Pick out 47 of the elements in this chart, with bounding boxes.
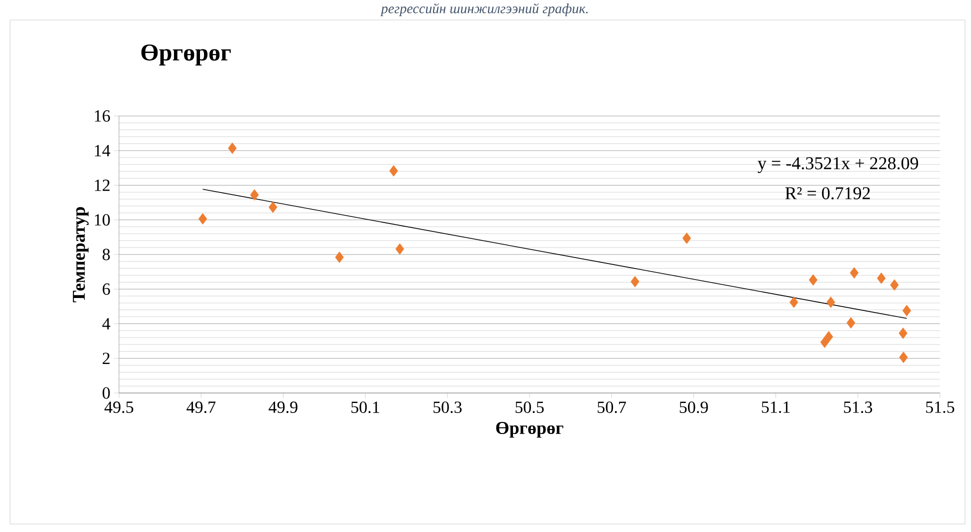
y-tick-label: 0 xyxy=(102,387,110,399)
point xyxy=(850,267,859,279)
point xyxy=(824,331,834,342)
x-axis-title: Өргөрөг xyxy=(496,422,564,438)
x-tick-label: 51.3 xyxy=(844,402,872,414)
point xyxy=(335,252,344,263)
text: регрессийн шинжилгээний график. xyxy=(380,3,588,16)
point xyxy=(250,189,259,201)
point xyxy=(228,142,237,154)
x-tick-label: 50.3 xyxy=(434,402,462,414)
point xyxy=(630,276,640,288)
y-tick-label: 2 xyxy=(102,352,110,364)
x-tick-label: 49.9 xyxy=(268,402,298,414)
annotation: y = -4.3521x + 228.09 xyxy=(758,157,918,174)
point xyxy=(890,279,899,291)
y-tick-label: 14 xyxy=(94,145,110,156)
y-axis-title: Температур xyxy=(72,207,89,302)
point xyxy=(790,296,798,308)
x-tick-label: 50.7 xyxy=(598,402,626,414)
point xyxy=(898,328,908,339)
x-tick-label: 50.5 xyxy=(516,402,544,414)
point xyxy=(826,296,836,308)
point xyxy=(808,274,818,286)
point xyxy=(876,272,886,284)
x-tick-label: 50.9 xyxy=(680,402,708,414)
y-tick-label: 4 xyxy=(102,318,110,330)
point xyxy=(820,336,829,348)
point xyxy=(899,352,908,364)
chart-title: Өргөрөг xyxy=(141,44,231,66)
x-tick-label: 49.7 xyxy=(186,402,216,414)
x-tick-label: 51.1 xyxy=(762,402,790,413)
point xyxy=(198,213,208,225)
x-tick-label: 51.5 xyxy=(926,402,954,413)
point xyxy=(395,243,404,255)
y-tick-label: 6 xyxy=(102,283,110,295)
point xyxy=(846,317,856,329)
x-tick-label: 49.5 xyxy=(104,402,134,414)
point xyxy=(389,165,398,177)
y-tick-label: 10 xyxy=(94,214,110,226)
y-tick-label: 16 xyxy=(94,110,110,122)
point xyxy=(902,304,912,316)
annotation: R² = 0.7192 xyxy=(785,187,870,200)
point xyxy=(682,232,692,244)
point xyxy=(268,202,278,213)
x-tick-label: 50.1 xyxy=(351,402,380,414)
y-tick-label: 8 xyxy=(102,248,110,260)
y-tick-label: 12 xyxy=(94,180,110,191)
